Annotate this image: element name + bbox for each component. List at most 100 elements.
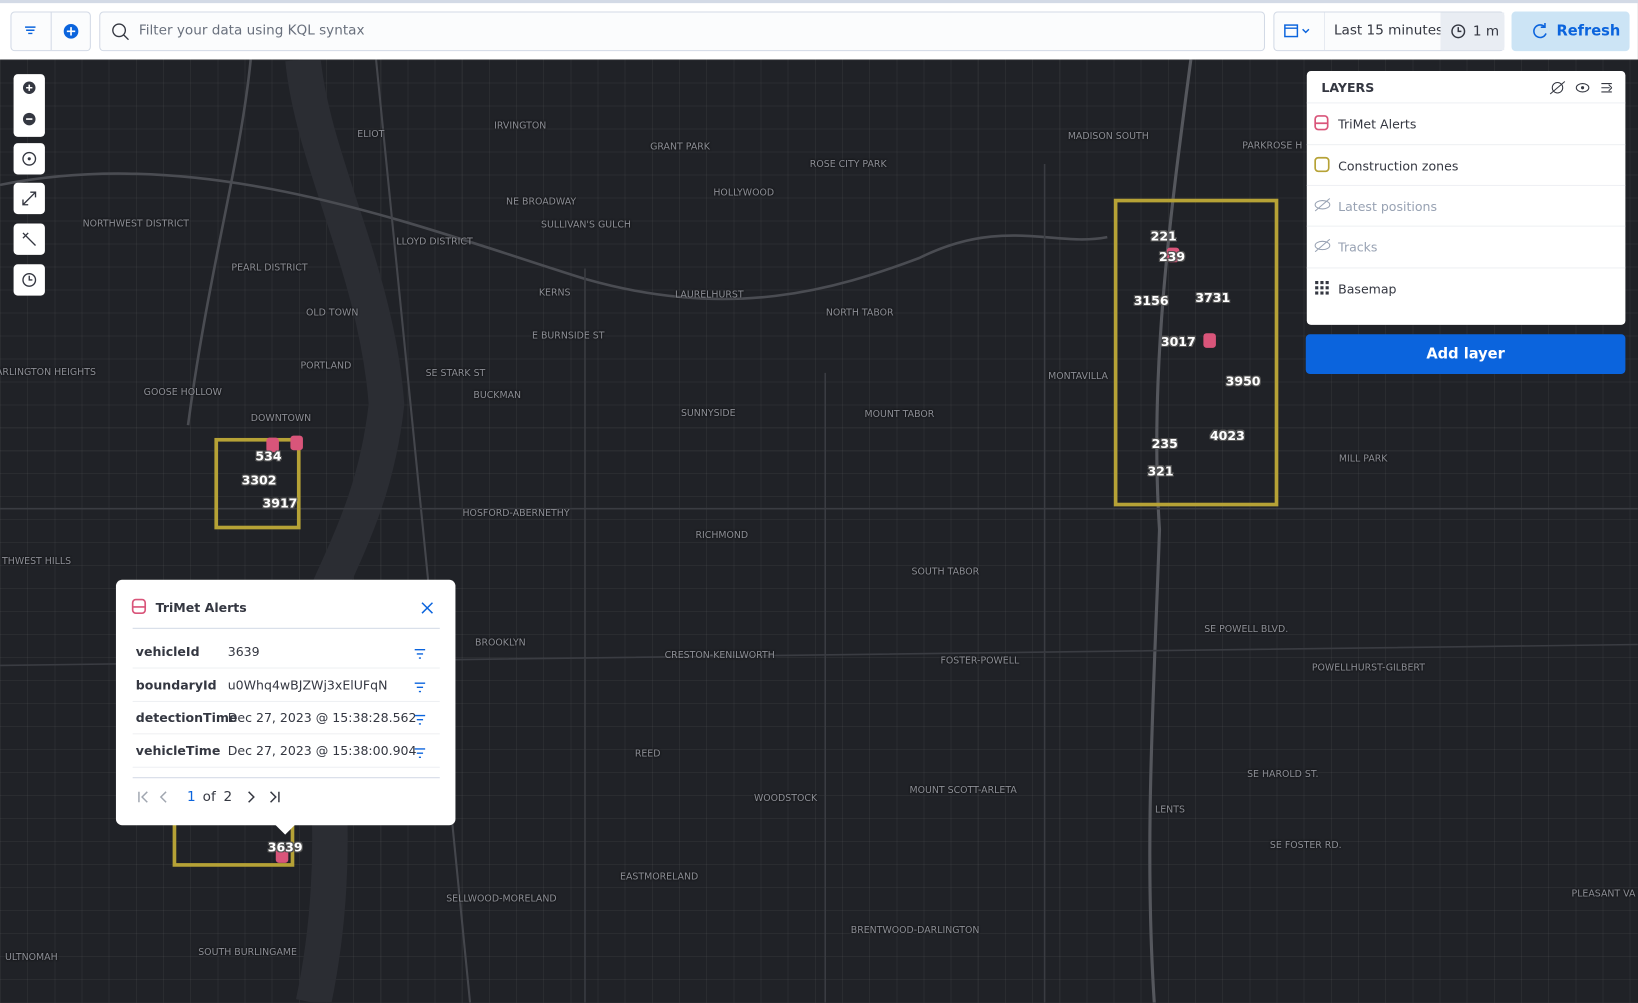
- layer-row[interactable]: Latest positions: [1306, 184, 1626, 227]
- filter-by-value[interactable]: [413, 745, 428, 760]
- vehicle-label: 3017: [1160, 334, 1196, 349]
- query-input[interactable]: Filter your data using KQL syntax: [99, 11, 1266, 52]
- place-label: DOWNTOWN: [250, 413, 312, 425]
- filter-by-value[interactable]: [413, 712, 428, 727]
- place-label: KERNS: [538, 288, 571, 299]
- pager-total: 2: [223, 789, 233, 806]
- place-label: BROOKLYN: [475, 638, 526, 649]
- timeslider-button[interactable]: [13, 264, 45, 296]
- place-label: HOLLYWOOD: [713, 188, 775, 199]
- filter-by-value[interactable]: [413, 680, 428, 695]
- place-label: SELLWOOD-MORELAND: [446, 894, 557, 905]
- calendar-icon: [1284, 12, 1326, 51]
- pager-of: of: [202, 789, 216, 806]
- place-label: BRENTWOOD-DARLINGTON: [850, 925, 980, 936]
- refresh-interval[interactable]: 1 m: [1440, 12, 1505, 51]
- vehicle-label: 3302: [241, 473, 277, 488]
- field-name: boundaryId: [135, 677, 217, 693]
- close-button[interactable]: [419, 600, 436, 617]
- place-label: CRESTON-KENILWORTH: [664, 650, 775, 662]
- vehicle-label: 3731: [1195, 290, 1231, 306]
- layers-actions[interactable]: [1545, 77, 1629, 98]
- place-label: SE STARK ST: [425, 368, 486, 380]
- layer-name: Basemap: [1338, 282, 1397, 297]
- place-label: EASTMORELAND: [620, 872, 699, 883]
- zoom-icons: [22, 81, 36, 126]
- field-value: 3639: [227, 644, 260, 660]
- place-label: SE POWELL BLVD.: [1204, 624, 1289, 636]
- place-label: LLOYD DISTRICT: [396, 237, 473, 248]
- vehicle-label: 3950: [1225, 373, 1261, 389]
- timeslider-icon: [22, 273, 37, 287]
- place-label: MOUNT TABOR: [864, 409, 935, 420]
- fullscreen-button[interactable]: [13, 182, 45, 215]
- place-label: POWELLHURST-GILBERT: [1311, 663, 1425, 674]
- place-label: LAURELHURST: [674, 290, 744, 301]
- pager-first-prev[interactable]: [135, 788, 187, 809]
- place-label: PEARL DISTRICT: [231, 263, 308, 274]
- popup-title: TriMet Alerts: [155, 600, 247, 616]
- hidden-icon: [1314, 238, 1331, 253]
- place-label: ROSE CITY PARK: [809, 159, 887, 171]
- place-label: GRANT PARK: [650, 142, 710, 153]
- popup-row: boundaryId u0Whq4wBJZWj3xElUFqN: [132, 668, 440, 702]
- locate-button[interactable]: [13, 143, 45, 175]
- top-bar: Filter your data using KQL syntax Last 1…: [0, 0, 1638, 60]
- bus-icon: [1314, 115, 1329, 131]
- divider: [132, 627, 440, 629]
- time-range[interactable]: Last 15 minutes: [1333, 22, 1444, 39]
- layer-row[interactable]: TriMet Alerts: [1306, 102, 1626, 144]
- place-label: LENTS: [1154, 805, 1185, 816]
- vehicle-label: 4023: [1209, 428, 1245, 443]
- place-label: BUCKMAN: [473, 390, 522, 402]
- grid-icon: [1315, 280, 1329, 295]
- vehicle-label: 235: [1151, 436, 1178, 452]
- field-name: vehicleId: [135, 644, 200, 660]
- pager-next-last[interactable]: [243, 788, 295, 809]
- draw-button[interactable]: [13, 223, 45, 255]
- place-label: ELIOT: [357, 129, 385, 140]
- draw-icon: [22, 232, 36, 246]
- refresh-label: Refresh: [1556, 22, 1621, 40]
- vehicle-label: 221: [1150, 228, 1177, 244]
- refresh-button[interactable]: Refresh: [1511, 11, 1630, 52]
- tooltip-popup: TriMet Alerts vehicleId 3639 boundaryId u0W…: [115, 579, 456, 835]
- locate-icon: [22, 151, 37, 166]
- layer-name: Construction zones: [1338, 158, 1459, 174]
- layer-name: Latest positions: [1338, 199, 1438, 215]
- layers-panel: LAYERS TriMet Alerts Construction zones …: [1306, 71, 1629, 325]
- filter-by-value[interactable]: [413, 647, 428, 662]
- interval-icon: [1451, 24, 1466, 39]
- place-label: SUNNYSIDE: [680, 408, 736, 419]
- place-label: WOODSTOCK: [753, 793, 818, 805]
- field-value: Dec 27, 2023 @ 15:38:00.904: [227, 743, 417, 758]
- search-icon: [112, 23, 129, 41]
- layer-row[interactable]: Tracks: [1306, 225, 1626, 268]
- place-label: REED: [634, 748, 661, 760]
- filter-buttons[interactable]: [10, 11, 91, 52]
- place-label: NORTHWEST DISTRICT: [82, 219, 189, 230]
- place-label: HOSFORD-ABERNETHY: [462, 508, 570, 520]
- place-label: NE BROADWAY: [506, 197, 577, 208]
- zoom-controls[interactable]: [13, 74, 45, 137]
- time-picker[interactable]: Last 15 minutes 1 m: [1273, 11, 1505, 52]
- place-label: PORTLAND: [300, 361, 352, 372]
- layer-row[interactable]: Construction zones: [1306, 144, 1626, 186]
- add-layer-button[interactable]: Add layer: [1305, 334, 1626, 374]
- query-placeholder: Filter your data using KQL syntax: [138, 22, 365, 39]
- place-label: THWEST HILLS: [2, 556, 72, 568]
- vehicle-label: 3639: [267, 839, 303, 855]
- place-label: SULLIVAN'S GULCH: [541, 220, 632, 231]
- layer-name: TriMet Alerts: [1338, 116, 1417, 132]
- popup-row: vehicleTime Dec 27, 2023 @ 15:38:00.904: [132, 734, 440, 768]
- place-label: E BURNSIDE ST: [532, 331, 605, 342]
- place-label: GOOSE HOLLOW: [143, 387, 222, 398]
- layer-row[interactable]: Basemap: [1306, 267, 1626, 309]
- hidden-icon: [1314, 198, 1331, 212]
- fullscreen-icon: [22, 191, 37, 206]
- place-label: SE HAROLD ST.: [1247, 769, 1319, 781]
- place-label: MOUNT SCOTT-ARLETA: [909, 785, 1017, 796]
- divider: [132, 777, 440, 779]
